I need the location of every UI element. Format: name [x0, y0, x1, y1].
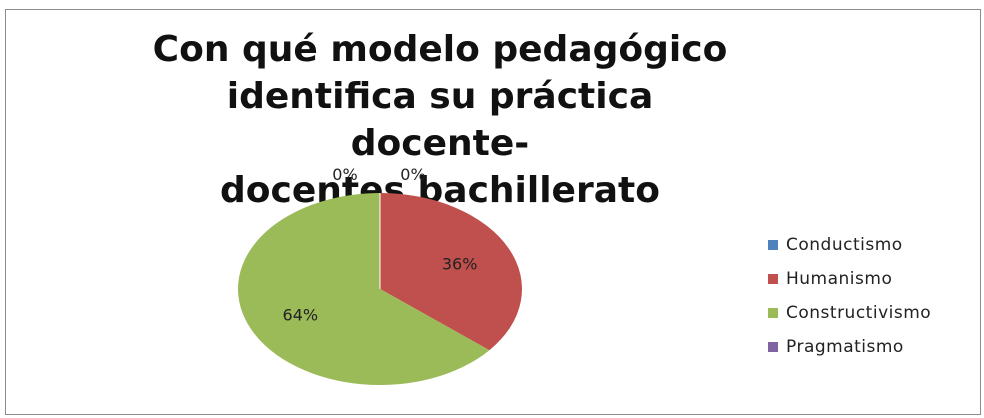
legend-item-pragmatismo: Pragmatismo: [768, 330, 931, 364]
pie-label-humanismo: 36%: [442, 255, 478, 274]
legend-item-conductismo: Conductismo: [768, 228, 931, 262]
pie-label-constructivismo: 64%: [283, 305, 319, 324]
pie-slice-constructivismo: [237, 193, 490, 386]
chart-title: Con qué modelo pedagógico identifica su …: [150, 26, 730, 214]
legend: Conductismo Humanismo Constructivismo Pr…: [768, 228, 931, 364]
legend-item-constructivismo: Constructivismo: [768, 296, 931, 330]
legend-swatch-constructivismo: [768, 308, 778, 318]
legend-item-humanismo: Humanismo: [768, 262, 931, 296]
pie-label-pragmatismo: 0%: [400, 165, 425, 184]
legend-label-humanismo: Humanismo: [786, 269, 893, 289]
legend-swatch-pragmatismo: [768, 342, 778, 352]
pie-label-conductismo: 0%: [332, 165, 357, 184]
legend-swatch-conductismo: [768, 240, 778, 250]
chart-frame: [5, 9, 981, 415]
legend-label-pragmatismo: Pragmatismo: [786, 337, 904, 357]
legend-label-conductismo: Conductismo: [786, 235, 903, 255]
pie-slice-humanismo: [380, 193, 522, 351]
chart-title-line-1: Con qué modelo pedagógico: [152, 29, 728, 70]
legend-swatch-humanismo: [768, 274, 778, 284]
chart-title-line-2: identifica su práctica docente-: [226, 76, 654, 164]
legend-label-constructivismo: Constructivismo: [786, 303, 932, 323]
